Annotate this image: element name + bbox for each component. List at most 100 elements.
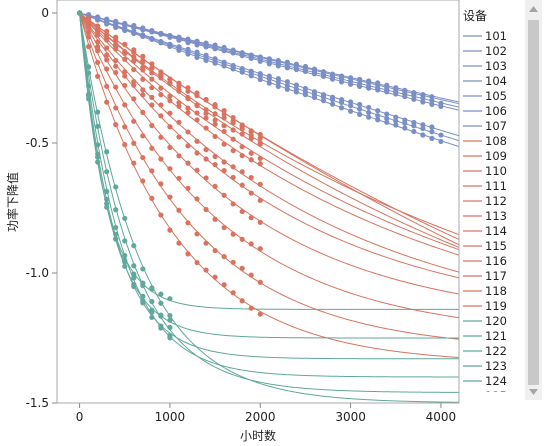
- data-point-117: [257, 141, 263, 147]
- data-point-115: [239, 144, 245, 150]
- data-point-106: [293, 86, 299, 92]
- data-point-113: [230, 164, 236, 170]
- legend-item-113: 113: [463, 209, 507, 223]
- data-point-113: [176, 119, 182, 125]
- data-point-105: [420, 132, 426, 138]
- data-point-117: [167, 80, 173, 86]
- data-point-112: [113, 63, 119, 69]
- data-point-118: [221, 111, 227, 117]
- legend-label: 120: [485, 314, 507, 328]
- data-point-113: [131, 78, 137, 85]
- legend-label: 113: [485, 209, 507, 223]
- data-point-104: [167, 33, 173, 39]
- data-point-104: [411, 90, 417, 96]
- data-point-120: [131, 271, 137, 277]
- data-point-107: [257, 71, 263, 77]
- data-point-106: [366, 109, 372, 116]
- data-point-112: [230, 174, 236, 181]
- data-point-108: [257, 311, 263, 317]
- data-point-105: [429, 135, 435, 142]
- data-point-119: [257, 135, 263, 141]
- data-point-117: [203, 110, 209, 117]
- data-point-108: [95, 73, 101, 79]
- data-point-123: [86, 83, 92, 89]
- data-point-111: [230, 201, 236, 207]
- data-point-119: [203, 97, 209, 103]
- legend-item-118: 118: [463, 284, 507, 298]
- data-point-125: [122, 215, 128, 221]
- data-point-110: [176, 175, 182, 181]
- legend-title: 设备: [463, 9, 487, 23]
- data-point-107: [375, 108, 381, 114]
- legend-label: 102: [485, 44, 507, 58]
- legend-item-119: 119: [463, 299, 507, 313]
- data-point-107: [320, 92, 327, 98]
- data-point-106: [438, 132, 444, 138]
- data-point-107: [149, 35, 155, 42]
- data-point-111: [140, 109, 146, 115]
- data-point-114: [257, 161, 263, 167]
- legend-label: 101: [485, 29, 507, 43]
- data-point-104: [248, 52, 254, 58]
- y-tick-label: -0.5: [26, 136, 49, 150]
- y-tick-label: -1.5: [26, 396, 49, 410]
- scrollbar-thumb[interactable]: [528, 20, 539, 385]
- data-point-106: [357, 106, 363, 112]
- data-point-117: [113, 41, 119, 47]
- data-point-115: [257, 155, 263, 161]
- fit-line-110: [79, 12, 459, 319]
- data-point-112: [122, 73, 128, 79]
- data-point-114: [131, 67, 137, 73]
- data-point-108: [86, 44, 92, 50]
- data-point-110: [113, 84, 119, 90]
- data-point-104: [311, 66, 318, 72]
- data-point-123: [113, 224, 119, 231]
- data-point-114: [158, 92, 164, 98]
- data-point-123: [131, 275, 137, 281]
- data-point-125: [140, 266, 146, 272]
- data-point-125: [113, 184, 119, 190]
- data-point-104: [239, 50, 245, 56]
- data-point-115: [194, 110, 200, 116]
- data-point-114: [140, 76, 146, 82]
- data-point-111: [221, 192, 227, 198]
- y-tick-label: 0: [41, 6, 49, 20]
- data-point-110: [212, 216, 218, 222]
- data-point-124: [158, 312, 164, 318]
- data-point-111: [149, 122, 155, 129]
- data-point-108: [122, 142, 128, 148]
- scroll-up-icon: [529, 6, 538, 12]
- data-point-107: [338, 96, 345, 103]
- data-point-115: [230, 136, 236, 142]
- data-point-115: [221, 128, 227, 135]
- data-point-118: [149, 65, 155, 71]
- data-point-115: [185, 105, 191, 111]
- data-point-110: [185, 185, 191, 191]
- data-point-104: [420, 91, 426, 98]
- data-point-122: [95, 151, 101, 157]
- data-point-119: [176, 83, 182, 89]
- data-point-109: [131, 140, 137, 146]
- data-point-114: [221, 141, 227, 147]
- data-point-104: [131, 22, 137, 29]
- data-point-120: [104, 204, 110, 210]
- data-point-104: [393, 85, 399, 91]
- data-point-113: [158, 102, 164, 108]
- data-point-117: [230, 127, 236, 133]
- data-point-109: [239, 265, 245, 271]
- legend-label: 110: [485, 164, 507, 178]
- data-point-124: [95, 123, 101, 129]
- data-point-124: [131, 263, 137, 269]
- legend-scrollbar[interactable]: [525, 0, 542, 400]
- data-point-106: [384, 115, 390, 122]
- data-point-124: [167, 324, 173, 330]
- data-point-108: [221, 282, 227, 288]
- legend-item-108: 108: [463, 134, 507, 148]
- legend-item-116: 116: [463, 254, 507, 268]
- data-point-104: [185, 37, 191, 43]
- data-point-122: [104, 196, 110, 202]
- data-point-104: [122, 20, 128, 27]
- data-point-125: [149, 285, 155, 291]
- scroll-down-icon: [529, 389, 538, 395]
- data-point-113: [104, 45, 110, 51]
